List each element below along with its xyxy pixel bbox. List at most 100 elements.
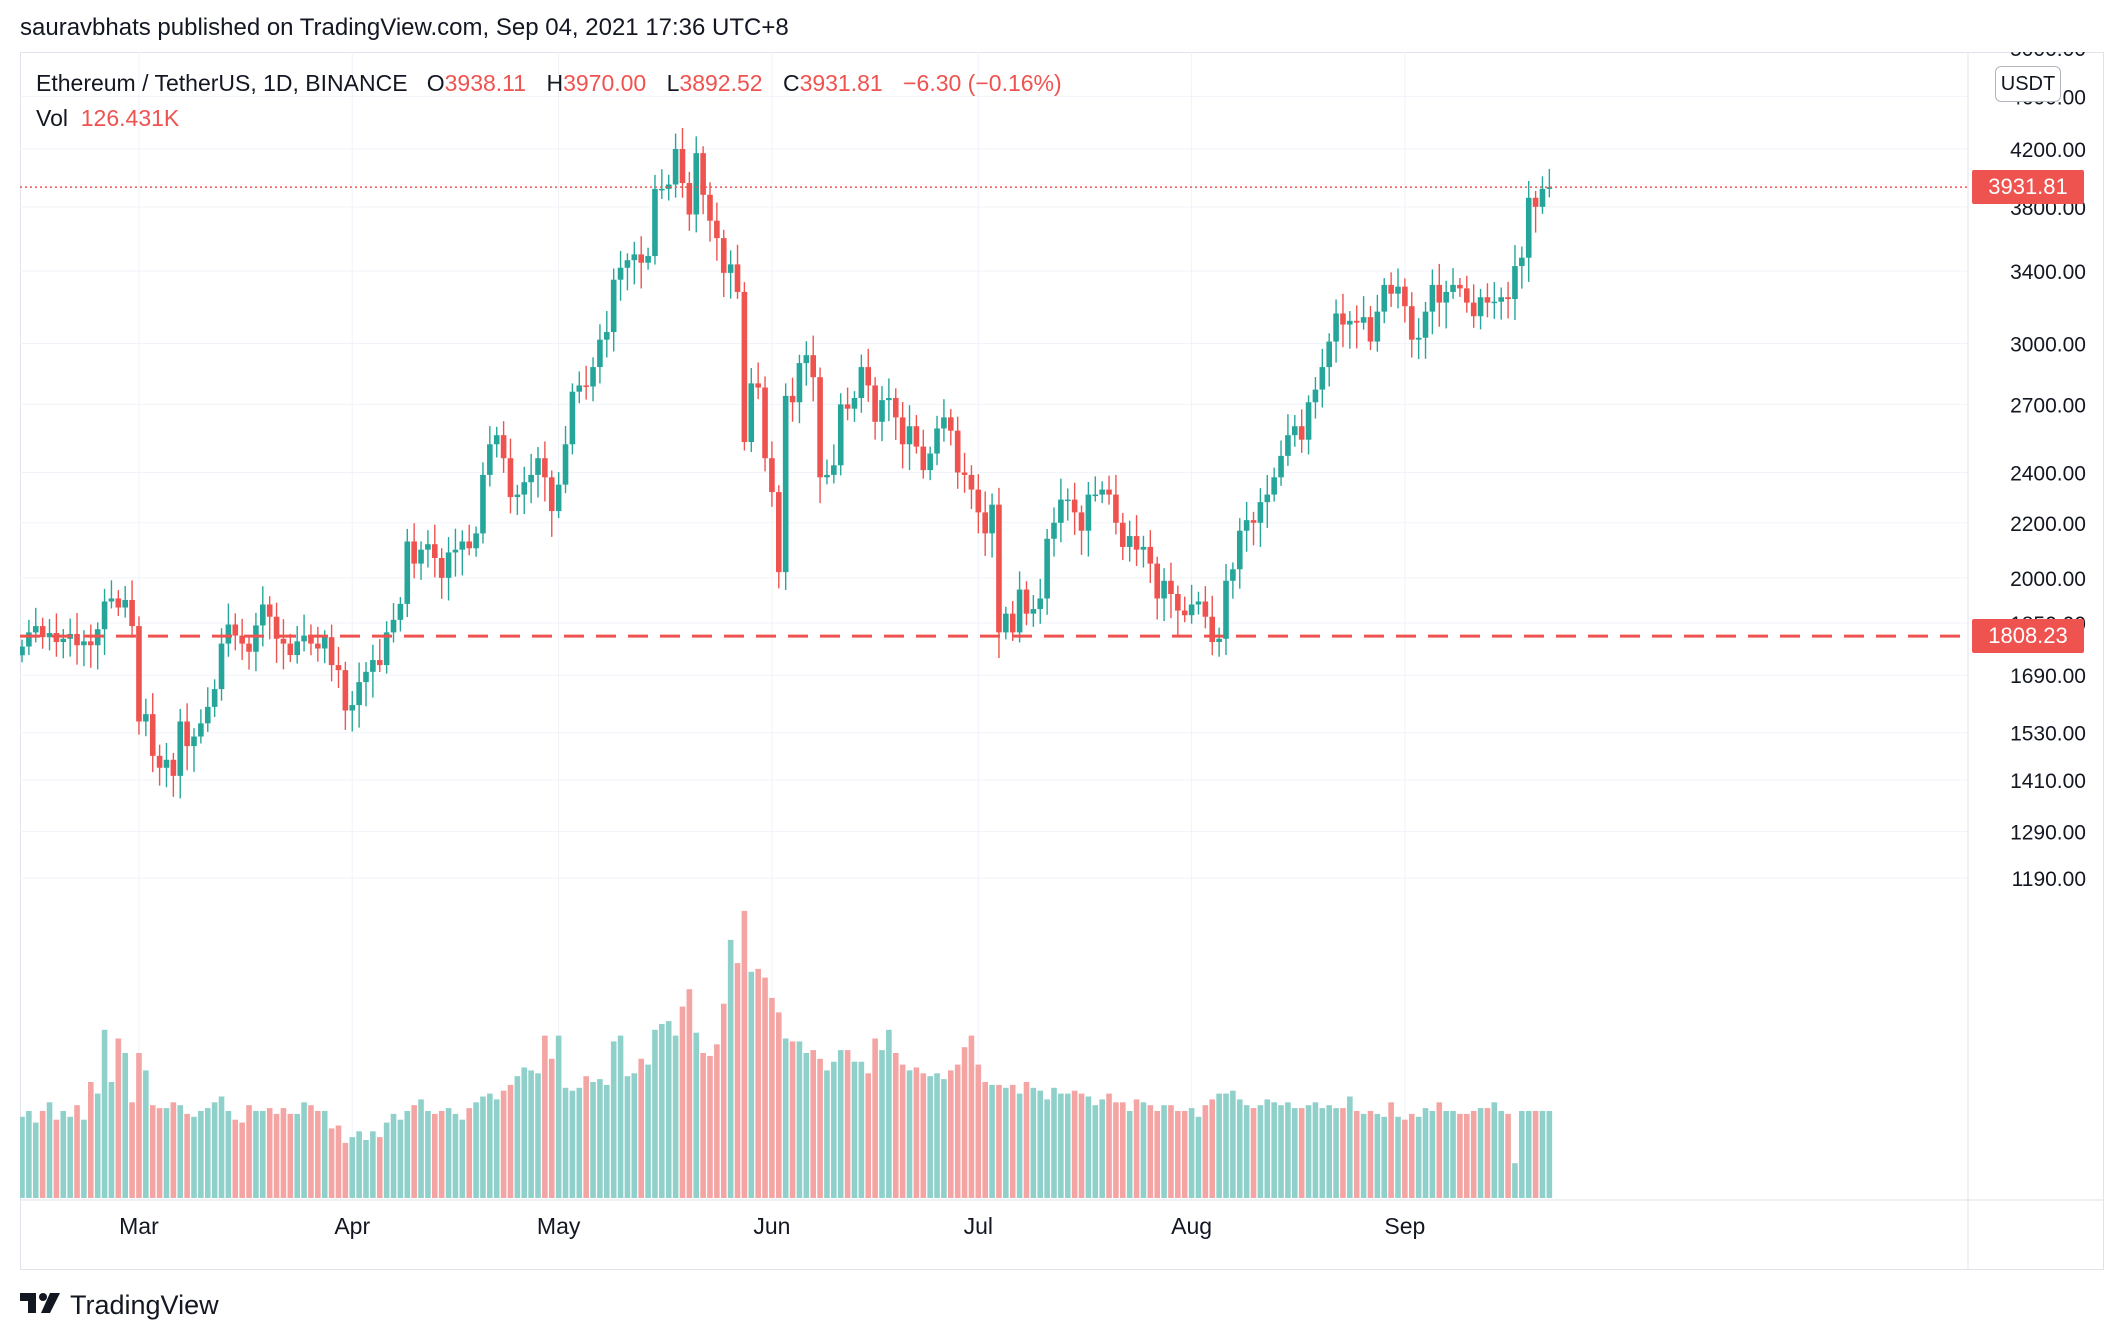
- volume-bar: [1525, 1111, 1532, 1198]
- candle-down: [1113, 494, 1119, 523]
- candle-down: [1436, 284, 1443, 303]
- candle-down: [844, 404, 851, 409]
- volume-bar: [920, 1073, 927, 1198]
- candle-up: [782, 395, 789, 573]
- volume-legend: Vol 126.431K: [36, 105, 193, 132]
- candle-up: [1512, 266, 1518, 300]
- footer-brand-text: TradingView: [70, 1290, 219, 1320]
- volume-bar: [1099, 1099, 1105, 1198]
- volume-bar: [1147, 1105, 1154, 1198]
- candle-up: [487, 444, 493, 475]
- candle-up: [1223, 580, 1229, 639]
- volume-bar: [1505, 1113, 1511, 1198]
- volume-bar: [149, 1105, 156, 1198]
- low-value: 3892.52: [679, 70, 763, 96]
- volume-bar: [782, 1038, 789, 1198]
- volume-bar: [1519, 1111, 1525, 1198]
- volume-bar: [1120, 1102, 1126, 1198]
- candle-up: [1477, 297, 1484, 317]
- chart-frame: [20, 52, 2104, 1270]
- candle-down: [865, 367, 872, 386]
- candle-up: [218, 643, 225, 690]
- volume-bar: [500, 1090, 507, 1198]
- candle-down: [741, 291, 748, 442]
- candle-up: [1450, 284, 1456, 292]
- candle-up: [1429, 284, 1436, 312]
- volume-bar: [445, 1108, 452, 1198]
- volume-bar: [672, 1035, 679, 1198]
- volume-bar: [1168, 1105, 1174, 1198]
- candlestick-chart[interactable]: 5000.004600.004200.003800.003400.003000.…: [20, 52, 2104, 1270]
- candle-down: [1367, 317, 1374, 342]
- y-tick-label: 2700.00: [2010, 394, 2086, 417]
- volume-bar: [81, 1119, 87, 1198]
- volume-bar: [1037, 1090, 1044, 1198]
- candle-up: [604, 332, 610, 340]
- volume-bar: [507, 1084, 514, 1198]
- candle-up: [1312, 389, 1319, 403]
- volume-bar: [1030, 1087, 1037, 1198]
- chart-legend: Ethereum / TetherUS, 1D, BINANCE O3938.1…: [36, 70, 1076, 131]
- candle-up: [143, 714, 149, 722]
- candle-up: [204, 706, 211, 724]
- symbol-title[interactable]: Ethereum / TetherUS, 1D, BINANCE: [36, 70, 408, 96]
- volume-bar: [542, 1035, 548, 1198]
- volume-bar: [1161, 1105, 1167, 1198]
- candle-up: [301, 635, 307, 642]
- candle-down: [1464, 288, 1470, 303]
- volume-bar: [555, 1035, 562, 1198]
- volume-bar: [1298, 1108, 1305, 1198]
- tradingview-logo-icon: [20, 1291, 64, 1322]
- volume-bar: [748, 971, 755, 1198]
- volume-bar: [1175, 1111, 1181, 1198]
- candle-down: [1120, 522, 1126, 547]
- candle-down: [734, 264, 741, 292]
- volume-bar: [535, 1073, 541, 1198]
- candle-up: [1285, 435, 1291, 456]
- volume-bar: [638, 1058, 644, 1198]
- candle-up: [1243, 520, 1250, 531]
- candle-down: [954, 430, 961, 473]
- volume-bar: [989, 1084, 995, 1198]
- volume-bar: [514, 1076, 521, 1198]
- volume-bar: [459, 1119, 466, 1198]
- candle-down: [968, 474, 975, 490]
- volume-bar: [273, 1113, 280, 1198]
- change-value: −6.30 (−0.16%): [903, 70, 1062, 96]
- candle-up: [1058, 499, 1064, 523]
- currency-unit-button[interactable]: USDT: [1995, 66, 2061, 102]
- candle-down: [88, 641, 94, 646]
- volume-bar: [1113, 1102, 1119, 1198]
- candle-up: [941, 417, 947, 429]
- candle-up: [645, 256, 651, 263]
- volume-bar: [20, 1116, 25, 1198]
- x-tick-label: Sep: [1384, 1213, 1425, 1239]
- candle-up: [1092, 494, 1099, 497]
- candle-down: [920, 446, 927, 471]
- candle-up: [101, 601, 108, 630]
- candle-down: [1106, 489, 1112, 495]
- volume-bar: [67, 1116, 73, 1198]
- volume-bar: [136, 1053, 142, 1198]
- candle-up: [459, 541, 466, 550]
- volume-bar: [363, 1140, 369, 1198]
- candle-down: [328, 637, 335, 666]
- candle-up: [370, 660, 376, 672]
- volume-bar: [1464, 1113, 1470, 1198]
- y-tick-label: 1530.00: [2010, 723, 2086, 746]
- volume-bar: [996, 1084, 1002, 1198]
- candle-up: [480, 474, 486, 534]
- candle-down: [1154, 563, 1160, 599]
- volume-bar: [1223, 1093, 1229, 1198]
- volume-bar: [143, 1070, 149, 1198]
- candle-up: [349, 705, 356, 711]
- volume-bar: [700, 1053, 706, 1198]
- candle-up: [1257, 502, 1264, 523]
- volume-bar: [253, 1111, 259, 1198]
- volume-bar: [1243, 1105, 1250, 1198]
- candle-down: [115, 598, 122, 608]
- candle-up: [597, 339, 603, 368]
- volume-bar: [108, 1082, 115, 1198]
- volume-bar: [789, 1041, 796, 1198]
- candle-down: [679, 149, 686, 184]
